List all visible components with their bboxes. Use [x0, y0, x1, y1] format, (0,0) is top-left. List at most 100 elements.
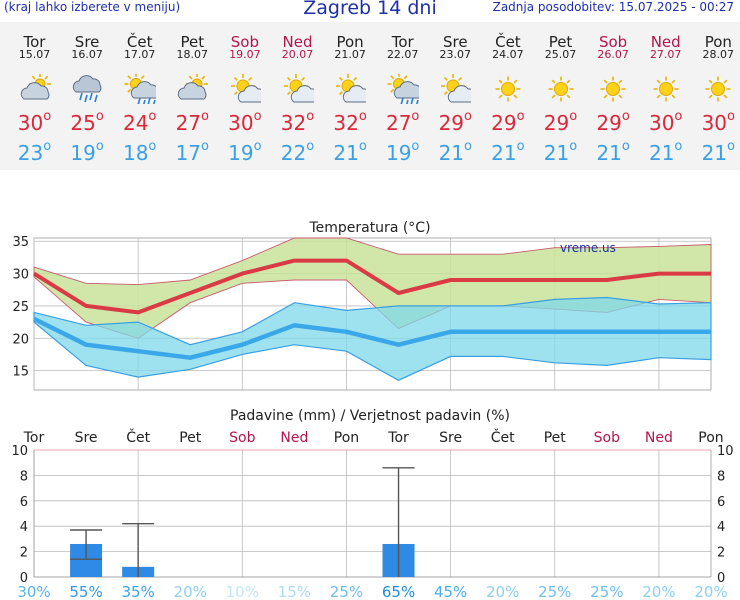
low-temp-line	[33, 316, 711, 360]
day-name: Čet	[126, 33, 153, 51]
y-tick-label: 30	[12, 268, 29, 283]
precip-probability: 30%	[17, 583, 50, 600]
y-tick-label: 4	[20, 520, 28, 535]
sun-cloud-icon	[336, 74, 367, 103]
high-temp: 30o	[9, 109, 61, 135]
day-date: 26.07	[597, 48, 629, 61]
day-date: 16.07	[71, 48, 103, 61]
rain-cloud-icon	[72, 75, 102, 103]
day-column[interactable]: Čet 17.07 24o 18o	[114, 22, 166, 170]
degree-sign: o	[43, 109, 52, 124]
x-tick-label: Pet	[179, 430, 202, 446]
degree-sign: o	[253, 139, 262, 154]
degree-sign: o	[569, 109, 578, 124]
precip-probability: 20%	[486, 583, 519, 600]
precip-probability: 25%	[590, 583, 623, 600]
precip-probability: 35%	[121, 583, 154, 600]
day-column[interactable]: Pon 28.07 30o 21o	[692, 22, 740, 170]
day-column[interactable]: Sob 19.07 30o 19o	[219, 22, 271, 170]
degree-sign: o	[569, 139, 578, 154]
precip-probability: 55%	[69, 583, 102, 600]
low-temp-value: 17	[175, 141, 202, 165]
high-temp-value: 32	[280, 111, 307, 135]
high-temp: 27o	[377, 109, 429, 135]
high-temp-value: 29	[491, 111, 517, 135]
day-column[interactable]: Ned 27.07 30o 21o	[640, 22, 692, 170]
sun-cloud-icon	[283, 74, 314, 103]
day-date: 22.07	[386, 48, 419, 61]
low-temp-value: 18	[122, 141, 149, 165]
day-date: 25.07	[544, 48, 577, 61]
degree-sign: o	[464, 139, 472, 154]
y-tick-label-right: 2	[717, 546, 725, 561]
day-column[interactable]: Sre 16.07 25o 19o	[61, 22, 113, 170]
degree-sign: o	[516, 139, 525, 154]
low-temp: 21o	[587, 139, 639, 165]
x-tick-label: Tor	[387, 430, 409, 446]
degree-sign: o	[306, 139, 315, 154]
day-name: Tor	[23, 33, 46, 51]
degree-sign: o	[411, 139, 420, 154]
y-tick-label: 15	[12, 365, 29, 380]
day-column[interactable]: Pon 21.07 32o 21o	[324, 22, 376, 170]
high-temp: 29o	[535, 109, 587, 135]
y-tick-label-right: 6	[717, 495, 725, 510]
sun-icon	[653, 76, 679, 102]
x-tick-label: Sre	[439, 430, 462, 446]
low-temp: 21o	[482, 139, 534, 165]
high-temp: 29o	[482, 109, 534, 135]
y-tick-label: 25	[12, 300, 29, 315]
precip-probability: 20%	[174, 583, 207, 600]
high-temp: 30o	[640, 109, 692, 135]
high-temp-value: 30	[17, 111, 44, 135]
y-tick-label: 10	[11, 444, 28, 459]
high-temp: 27o	[166, 109, 218, 135]
low-temp: 21o	[692, 139, 740, 165]
x-tick-label: Pon	[698, 430, 723, 446]
low-temp-value: 21	[438, 141, 465, 165]
high-temp: 29o	[587, 109, 639, 135]
y-tick-label: 35	[12, 235, 29, 250]
x-tick-label: Sob	[229, 430, 255, 446]
sun-rain-icon	[124, 74, 156, 104]
day-name: Sre	[74, 33, 100, 51]
day-column[interactable]: Sob 26.07 29o 21o	[587, 22, 639, 170]
day-date: 28.07	[702, 48, 735, 61]
low-temp-value: 21	[333, 141, 359, 165]
location-hint[interactable]: (kraj lahko izberete v meniju)	[4, 0, 181, 14]
last-updated: Zadnja posodobitev: 15.07.2025 - 00:27	[492, 0, 734, 14]
y-tick-label: 6	[20, 495, 28, 510]
high-temp-value: 25	[70, 111, 96, 135]
degree-sign: o	[95, 109, 104, 124]
low-temp-value: 21	[596, 141, 622, 165]
x-tick-label: Pet	[544, 430, 567, 446]
y-tick-label-right: 0	[717, 571, 725, 586]
high-temp-value: 24	[122, 111, 149, 135]
degree-sign: o	[516, 109, 525, 124]
day-column[interactable]: Čet 24.07 29o 21o	[482, 22, 534, 170]
degree-sign: o	[727, 139, 735, 154]
high-temp-value: 29	[543, 111, 570, 135]
day-column[interactable]: Tor 15.07 30o 23o	[9, 22, 61, 170]
high-temp-value: 29	[596, 111, 622, 135]
day-column[interactable]: Tor 22.07 27o 19o	[377, 22, 429, 170]
day-date: 19.07	[229, 48, 261, 61]
day-date: 15.07	[18, 48, 51, 61]
header-bar: (kraj lahko izberete v meniju) Zagreb 14…	[0, 0, 740, 22]
sun-icon	[495, 76, 521, 102]
high-temp-value: 27	[175, 111, 202, 135]
y-tick-label-right: 10	[717, 444, 734, 459]
day-column[interactable]: Ned 20.07 32o 22o	[272, 22, 324, 170]
cloudy-sun-icon	[20, 74, 51, 100]
degree-sign: o	[95, 139, 104, 154]
day-column[interactable]: Pet 18.07 27o 17o	[166, 22, 218, 170]
y-tick-label: 8	[20, 469, 28, 484]
low-temp: 19o	[377, 139, 429, 165]
low-temp-value: 21	[543, 141, 570, 165]
degree-sign: o	[621, 109, 630, 124]
day-column[interactable]: Pet 25.07 29o 21o	[535, 22, 587, 170]
high-temp: 32o	[324, 109, 376, 135]
degree-sign: o	[306, 109, 315, 124]
day-column[interactable]: Sre 23.07 29o 21o	[429, 22, 481, 170]
high-temp-value: 29	[438, 111, 465, 135]
